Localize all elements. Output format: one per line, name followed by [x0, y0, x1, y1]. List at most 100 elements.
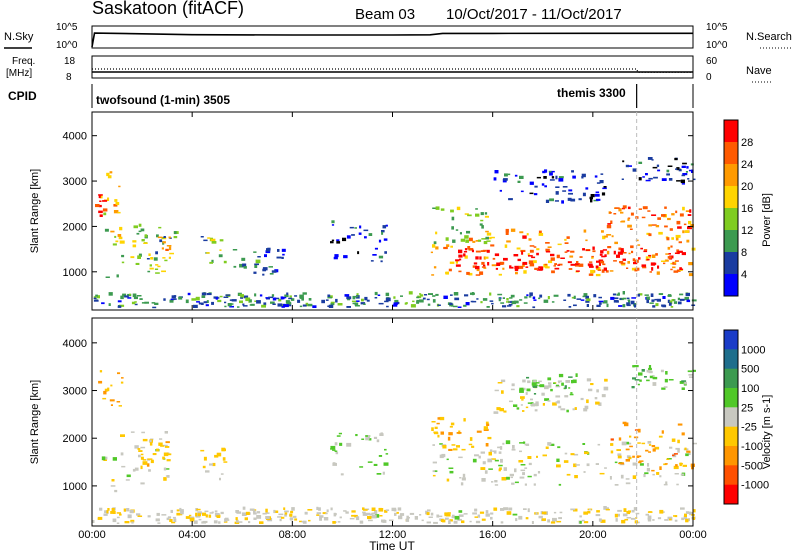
heatmap-cell — [211, 511, 214, 513]
heatmap-cell — [372, 512, 375, 515]
heatmap-cell — [582, 443, 586, 445]
heatmap-cell — [236, 519, 239, 523]
heatmap-cell — [205, 470, 210, 473]
heatmap-cell — [282, 253, 285, 256]
heatmap-cell — [110, 511, 114, 514]
heatmap-cell — [678, 250, 683, 253]
heatmap-cell — [642, 206, 648, 210]
heatmap-cell — [617, 509, 622, 512]
heatmap-cell — [552, 402, 557, 406]
heatmap-cell — [679, 213, 684, 217]
heatmap-cell — [464, 213, 469, 215]
heatmap-cell — [583, 511, 588, 515]
heatmap-cell — [327, 296, 332, 299]
heatmap-cell — [652, 448, 656, 452]
heatmap-cell — [281, 305, 285, 308]
heatmap-cell — [558, 178, 564, 182]
heatmap-cell — [670, 262, 674, 265]
heatmap-cell — [334, 450, 338, 452]
heatmap-cell — [116, 522, 120, 524]
heatmap-cell — [146, 463, 150, 467]
heatmap-cell — [389, 519, 394, 522]
heatmap-cell — [603, 506, 607, 510]
heatmap-cell — [522, 410, 525, 412]
heatmap-cell — [570, 392, 573, 394]
heatmap-cell — [622, 160, 625, 163]
heatmap-cell — [112, 243, 117, 246]
heatmap-cell — [451, 216, 455, 221]
heatmap-cell — [523, 302, 528, 304]
heatmap-cell — [519, 175, 524, 179]
heatmap-cell — [511, 300, 516, 305]
heatmap-cell — [299, 297, 302, 299]
heatmap-cell — [451, 515, 455, 519]
heatmap-cell — [626, 441, 630, 445]
heatmap-cell — [622, 205, 627, 209]
heatmap-cell — [162, 257, 166, 259]
heatmap-cell — [609, 270, 614, 272]
heatmap-cell — [631, 267, 636, 271]
heatmap-cell — [203, 301, 208, 304]
heatmap-cell — [223, 521, 228, 523]
heatmap-cell — [140, 228, 145, 232]
heatmap-cell — [667, 217, 671, 221]
heatmap-cell — [374, 510, 378, 514]
heatmap-cell — [620, 262, 626, 265]
heatmap-cell — [419, 514, 422, 516]
heatmap-cell — [458, 249, 463, 254]
heatmap-cell — [607, 223, 611, 225]
heatmap-cell — [229, 303, 234, 305]
heatmap-cell — [675, 464, 678, 467]
heatmap-cell — [168, 236, 171, 239]
heatmap-cell — [147, 458, 153, 460]
heatmap-cell — [609, 212, 612, 214]
heatmap-cell — [289, 513, 293, 517]
heatmap-cell — [688, 262, 693, 266]
heatmap-cell — [366, 299, 370, 302]
heatmap-cell — [651, 445, 656, 448]
heatmap-cell — [169, 299, 174, 303]
heatmap-cell — [547, 442, 552, 446]
heatmap-cell — [527, 380, 531, 384]
heatmap-cell — [692, 516, 695, 520]
heatmap-cell — [482, 461, 486, 465]
heatmap-cell — [683, 515, 687, 520]
heatmap-cell — [558, 380, 561, 384]
heatmap-cell — [484, 212, 488, 215]
heatmap-cell — [455, 229, 459, 231]
heatmap-cell — [578, 263, 584, 267]
heatmap-cell — [518, 515, 523, 520]
heatmap-cell — [187, 292, 191, 296]
date-range: 10/Oct/2017 - 11/Oct/2017 — [446, 6, 622, 23]
heatmap-cell — [120, 295, 124, 299]
heatmap-cell — [131, 301, 136, 305]
heatmap-cell — [334, 442, 338, 446]
heatmap-cell — [394, 299, 399, 303]
heatmap-cell — [173, 236, 178, 239]
heatmap-cell — [615, 518, 618, 522]
heatmap-cell — [132, 244, 137, 248]
heatmap-cell — [262, 267, 268, 271]
colorbar-tick-label: -1000 — [741, 480, 769, 492]
heatmap-cell — [439, 443, 443, 445]
heatmap-cell — [132, 240, 137, 243]
heatmap-cell — [566, 473, 571, 476]
heatmap-cell — [376, 473, 382, 475]
heatmap-cell — [596, 260, 601, 263]
heatmap-cell — [489, 292, 492, 296]
heatmap-cell — [457, 306, 462, 308]
heatmap-cell — [651, 299, 655, 302]
heatmap-cell — [633, 365, 639, 368]
heatmap-cell — [622, 513, 628, 517]
heatmap-cell — [519, 231, 524, 234]
heatmap-cell — [458, 456, 463, 459]
heatmap-cell — [639, 460, 644, 462]
x-tick-label: 00:00 — [78, 529, 106, 541]
heatmap-cell — [271, 270, 277, 273]
heatmap-cell — [202, 520, 208, 523]
heatmap-cell — [628, 252, 631, 255]
heatmap-cell — [570, 250, 575, 253]
heatmap-cell — [444, 517, 449, 520]
heatmap-cell — [265, 512, 270, 514]
heatmap-cell — [688, 273, 693, 277]
